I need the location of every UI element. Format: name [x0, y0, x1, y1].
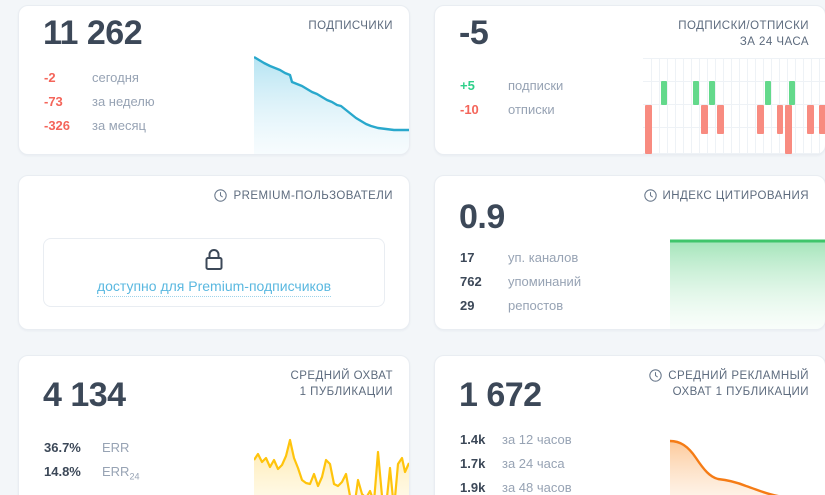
stat-row: 14.8% ERR24 [44, 460, 139, 489]
stat-value: 1.7k [460, 456, 486, 471]
card-average-ad-reach-header: СРЕДНИЙ РЕКЛАМНЫЙ ОХВАТ 1 ПУБЛИКАЦИИ [649, 368, 809, 400]
average-reach-value: 4 134 [43, 376, 126, 414]
info-icon [643, 189, 657, 202]
card-premium-users: PREMIUM-ПОЛЬЗОВАТЕЛИ доступно для Premiu… [18, 175, 410, 330]
stat-label: подписки [508, 78, 564, 93]
average-ad-reach-chart [670, 434, 825, 495]
subscribers-chart [254, 49, 409, 154]
average-ad-reach-stats: 1.4k за 12 часов 1.7k за 24 часа 1.9k за… [460, 428, 572, 495]
stat-value: 29 [460, 298, 475, 313]
stat-row: 1.4k за 12 часов [460, 428, 572, 452]
stat-label: за 48 часов [502, 480, 572, 495]
stat-row: 17 уп. каналов [460, 246, 581, 270]
card-average-reach-title: СРЕДНИЙ ОХВАТ 1 ПУБЛИКАЦИИ [290, 370, 393, 398]
card-subscribers: ПОДПИСЧИКИ 11 262 -2 сегодня -73 за неде… [18, 5, 410, 155]
average-reach-chart [254, 434, 409, 495]
stat-value: -326 [44, 118, 71, 133]
lock-icon [205, 249, 223, 270]
stat-row: -326 за месяц [44, 114, 155, 138]
stat-label: за неделю [92, 94, 155, 109]
citation-chart [670, 237, 825, 329]
card-premium-header: PREMIUM-ПОЛЬЗОВАТЕЛИ [214, 188, 393, 204]
stat-label: за месяц [92, 118, 146, 133]
stat-label: сегодня [92, 70, 139, 85]
card-citation-header: ИНДЕКС ЦИТИРОВАНИЯ [643, 188, 809, 204]
stat-row: -10 отписки [460, 98, 563, 122]
card-average-ad-reach: СРЕДНИЙ РЕКЛАМНЫЙ ОХВАТ 1 ПУБЛИКАЦИИ 1 6… [434, 355, 825, 495]
stat-value: 36.7% [44, 440, 81, 455]
card-average-ad-reach-title: СРЕДНИЙ РЕКЛАМНЫЙ ОХВАТ 1 ПУБЛИКАЦИИ [668, 370, 809, 398]
stat-row: -2 сегодня [44, 66, 155, 90]
stat-value: -2 [44, 70, 56, 85]
stat-row: 1.7k за 24 часа [460, 452, 572, 476]
subs-unsubs-chart [643, 58, 825, 154]
stat-label-subscript: 24 [129, 471, 140, 482]
stat-label: отписки [508, 102, 555, 117]
card-premium-title: PREMIUM-ПОЛЬЗОВАТЕЛИ [233, 190, 393, 202]
stat-value: 1.9k [460, 480, 486, 495]
card-subscribers-title: ПОДПИСЧИКИ [308, 20, 393, 32]
card-subs-unsubs-header: ПОДПИСКИ/ОТПИСКИ ЗА 24 ЧАСА [678, 18, 809, 50]
stat-value: -10 [460, 102, 479, 117]
card-citation-title: ИНДЕКС ЦИТИРОВАНИЯ [662, 190, 809, 202]
stat-row: 1.9k за 48 часов [460, 476, 572, 495]
stat-value: 14.8% [44, 464, 81, 479]
stat-row: 762 упоминаний [460, 270, 581, 294]
premium-subscribe-link[interactable]: доступно для Premium-подписчиков [96, 278, 332, 297]
stat-label: ERR24 [102, 464, 140, 482]
premium-locked-box: доступно для Premium-подписчиков [43, 238, 385, 307]
card-average-reach: СРЕДНИЙ ОХВАТ 1 ПУБЛИКАЦИИ 4 134 36.7% E… [18, 355, 410, 495]
average-ad-reach-value: 1 672 [459, 376, 542, 414]
stat-label: репостов [508, 298, 564, 313]
stat-value: -73 [44, 94, 63, 109]
stat-row: 36.7% ERR [44, 436, 139, 460]
stat-label: упоминаний [508, 274, 582, 289]
stat-label: ERR [102, 440, 130, 455]
card-subscribers-header: ПОДПИСЧИКИ [308, 18, 393, 34]
card-subs-unsubs-title: ПОДПИСКИ/ОТПИСКИ ЗА 24 ЧАСА [678, 20, 809, 48]
stat-label: за 24 часа [502, 456, 565, 471]
subs-unsubs-stats: +5 подписки -10 отписки [460, 74, 563, 122]
card-subs-unsubs: ПОДПИСКИ/ОТПИСКИ ЗА 24 ЧАСА -5 +5 подпис… [434, 5, 825, 155]
stat-row: +5 подписки [460, 74, 563, 98]
average-reach-stats: 36.7% ERR 14.8% ERR24 [44, 436, 139, 489]
stat-label: за 12 часов [502, 432, 572, 447]
subs-unsubs-value: -5 [459, 14, 489, 52]
info-icon [214, 189, 228, 202]
stat-value: 1.4k [460, 432, 486, 447]
card-average-reach-header: СРЕДНИЙ ОХВАТ 1 ПУБЛИКАЦИИ [291, 368, 394, 400]
stat-label: уп. каналов [508, 250, 579, 265]
stat-row: 29 репостов [460, 294, 581, 318]
card-citation-index: ИНДЕКС ЦИТИРОВАНИЯ 0.9 17 уп. каналов 76… [434, 175, 825, 330]
subscribers-stats: -2 сегодня -73 за неделю -326 за месяц [44, 66, 155, 138]
info-icon [649, 369, 663, 382]
citation-stats: 17 уп. каналов 762 упоминаний 29 репосто… [460, 246, 581, 318]
stat-value: +5 [460, 78, 475, 93]
subscribers-value: 11 262 [43, 14, 143, 52]
stat-row: -73 за неделю [44, 90, 155, 114]
stat-value: 17 [460, 250, 475, 265]
stat-value: 762 [460, 274, 482, 289]
citation-value: 0.9 [459, 198, 505, 236]
